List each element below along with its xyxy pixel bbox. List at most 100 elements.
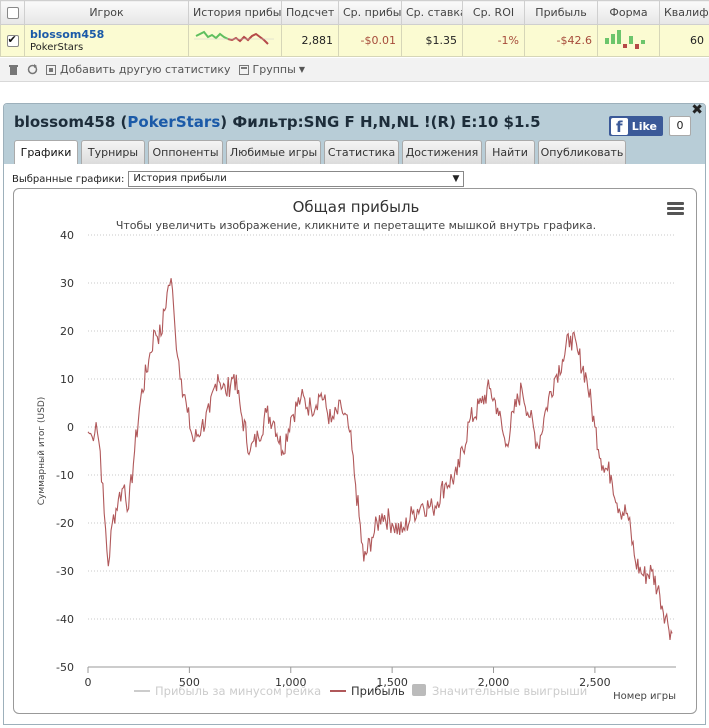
form-bar bbox=[623, 44, 627, 48]
x-tick-label: 0 bbox=[85, 676, 92, 689]
close-icon[interactable]: ✖ bbox=[691, 102, 703, 118]
form-bar bbox=[605, 38, 609, 44]
avg-profit-cell: -$0.01 bbox=[338, 24, 402, 57]
facebook-like: f Like 0 bbox=[608, 116, 691, 136]
chart-menu-icon[interactable] bbox=[667, 202, 684, 215]
header-profit[interactable]: Прибыль bbox=[524, 0, 598, 25]
add-stats-button[interactable]: Добавить другую статистику bbox=[46, 63, 231, 76]
profit-series-line bbox=[87, 278, 673, 640]
refresh-icon[interactable] bbox=[27, 64, 38, 75]
header-avg-profit[interactable]: Ср. прибы. bbox=[338, 0, 402, 25]
panel-tabs: Графики Турниры Оппоненты Любимые игры С… bbox=[14, 140, 629, 164]
facebook-icon: f bbox=[610, 117, 628, 136]
stats-table: Игрок История прибыл Подсчет Ср. прибы. … bbox=[0, 0, 709, 57]
chart-title: Общая прибыль bbox=[293, 198, 420, 216]
chart-select-label: Выбранные графики: bbox=[12, 173, 125, 185]
x-tick-label: 1,000 bbox=[275, 676, 307, 689]
y-tick-label: 0 bbox=[67, 421, 74, 434]
fb-like-label: Like bbox=[631, 119, 657, 133]
form-bar bbox=[641, 40, 645, 44]
groups-button[interactable]: Группы ▼ bbox=[238, 63, 305, 76]
form-bar bbox=[629, 36, 633, 44]
chart-select[interactable]: История прибыли ▼ bbox=[128, 171, 465, 187]
y-tick-label: -30 bbox=[56, 565, 74, 578]
trash-glyph bbox=[9, 65, 18, 75]
form-cell bbox=[597, 24, 660, 57]
title-site-link[interactable]: PokerStars bbox=[127, 113, 221, 131]
y-tick-label: 30 bbox=[60, 277, 74, 290]
header-avg-roi[interactable]: Ср. ROI bbox=[462, 0, 525, 25]
qualifier-cell: 60 bbox=[659, 24, 709, 57]
tab-favorite-games[interactable]: Любимые игры bbox=[226, 140, 321, 164]
tab-tournaments[interactable]: Турниры bbox=[81, 140, 145, 164]
sparkline-chart bbox=[194, 30, 274, 45]
tab-opponents[interactable]: Оппоненты bbox=[148, 140, 223, 164]
form-bar bbox=[635, 44, 639, 49]
chart-container[interactable]: Общая прибыль Чтобы увеличить изображение… bbox=[13, 188, 697, 714]
fb-like-count: 0 bbox=[669, 116, 691, 136]
chart-select-value: История прибыли bbox=[133, 173, 227, 184]
legend-rake-label: Прибыль за минусом рейка bbox=[155, 684, 321, 698]
add-stats-label: Добавить другую статистику bbox=[60, 63, 231, 76]
x-tick-label: 2,500 bbox=[579, 676, 611, 689]
refresh-glyph bbox=[27, 64, 38, 75]
header-avg-stake[interactable]: Ср. ставка bbox=[401, 0, 463, 25]
profit-cell: -$42.6 bbox=[524, 24, 598, 57]
y-tick-label: -40 bbox=[56, 613, 74, 626]
header-profit-history[interactable]: История прибыл bbox=[188, 0, 282, 25]
count-cell: 2,881 bbox=[281, 24, 339, 57]
tab-achievements[interactable]: Достижения bbox=[402, 140, 482, 164]
header-count[interactable]: Подсчет bbox=[281, 0, 339, 25]
profit-chart[interactable]: Общая прибыль Чтобы увеличить изображение… bbox=[14, 189, 698, 715]
select-all-checkbox[interactable] bbox=[6, 7, 19, 19]
tab-find[interactable]: Найти bbox=[485, 140, 535, 164]
y-tick-label: 10 bbox=[60, 373, 74, 386]
header-qualifier[interactable]: Квалиф bbox=[659, 0, 709, 25]
sparkline-negative bbox=[227, 32, 269, 45]
tab-publish[interactable]: Опубликовать bbox=[538, 140, 626, 164]
profit-history-sparkline bbox=[188, 24, 282, 57]
row-select-cell[interactable] bbox=[0, 24, 25, 57]
legend-bigwins-swatch bbox=[412, 684, 426, 696]
header-form[interactable]: Форма bbox=[597, 0, 660, 25]
title-filter: Фильтр:SNG F H,N,NL !(R) E:10 $1.5 bbox=[232, 113, 541, 131]
header-select-all[interactable] bbox=[0, 0, 25, 25]
title-paren-open: ( bbox=[120, 113, 128, 131]
player-site: PokerStars bbox=[30, 41, 84, 53]
chart-subtitle: Чтобы увеличить изображение, кликните и … bbox=[116, 219, 596, 232]
sparkline-positive bbox=[195, 30, 229, 40]
row-checkbox[interactable] bbox=[6, 33, 19, 47]
y-tick-label: -50 bbox=[56, 661, 74, 674]
x-tick-label: 1,500 bbox=[376, 676, 408, 689]
table-row[interactable]: blossom458 PokerStars 2,881 -$0.01 $1.35… bbox=[0, 24, 709, 57]
fb-like-button[interactable]: f Like bbox=[608, 116, 663, 136]
y-tick-label: -10 bbox=[56, 469, 74, 482]
y-tick-label: 20 bbox=[60, 325, 74, 338]
player-panel: blossom458 (PokerStars) Фильтр:SNG F H,N… bbox=[3, 102, 706, 725]
header-player[interactable]: Игрок bbox=[24, 0, 189, 25]
avg-stake-cell: $1.35 bbox=[401, 24, 463, 57]
y-tick-label: 40 bbox=[60, 229, 74, 242]
tab-statistics[interactable]: Статистика bbox=[324, 140, 399, 164]
table-toolbar: Добавить другую статистику Группы ▼ bbox=[0, 58, 709, 82]
groups-icon bbox=[238, 64, 249, 75]
chevron-down-icon: ▼ bbox=[298, 65, 305, 74]
table-header-row: Игрок История прибыл Подсчет Ср. прибы. … bbox=[0, 0, 709, 25]
legend-profit-label: Прибыль bbox=[351, 684, 405, 698]
add-stats-icon bbox=[46, 64, 56, 75]
y-tick-label: -20 bbox=[56, 517, 74, 530]
panel-title: blossom458 (PokerStars) Фильтр:SNG F H,N… bbox=[14, 113, 541, 131]
chart-select-row: Выбранные графики: История прибыли ▼ bbox=[12, 171, 465, 187]
form-bar bbox=[611, 34, 615, 44]
form-bars bbox=[605, 30, 645, 49]
panel-header: blossom458 (PokerStars) Фильтр:SNG F H,N… bbox=[4, 102, 705, 164]
player-name-link[interactable]: blossom458 bbox=[30, 27, 105, 41]
legend-bigwins-label: Значительные выигрыши bbox=[432, 684, 587, 698]
x-axis-label: Номер игры bbox=[613, 691, 676, 702]
trash-icon[interactable] bbox=[8, 64, 19, 75]
title-paren-close: ) bbox=[220, 113, 228, 131]
tab-charts[interactable]: Графики bbox=[14, 140, 78, 164]
player-cell[interactable]: blossom458 PokerStars bbox=[24, 24, 189, 57]
avg-roi-cell: -1% bbox=[462, 24, 525, 57]
chevron-down-icon: ▼ bbox=[452, 174, 460, 184]
